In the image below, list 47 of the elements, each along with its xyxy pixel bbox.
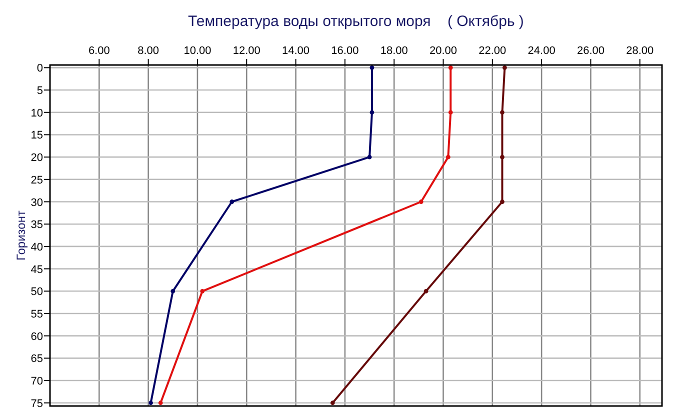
x-tick-label: 28.00	[626, 45, 654, 57]
point	[170, 288, 176, 294]
x-tick-label: 12.00	[232, 45, 260, 57]
point	[370, 110, 374, 115]
y-tick-label: 60	[30, 330, 43, 343]
point	[148, 400, 153, 406]
x-tick-label: 16.00	[331, 45, 359, 57]
chart-title: Температура воды открытого моря ( Октябрь )	[188, 13, 524, 30]
y-tick-label: 10	[30, 107, 43, 120]
point	[500, 200, 504, 204]
x-tick-label: 26.00	[576, 45, 604, 57]
x-tick-label: 24.00	[528, 45, 556, 57]
point	[502, 65, 507, 70]
x-tick-label: 22.00	[478, 45, 506, 57]
point	[330, 400, 335, 406]
x-tick-label: 20.00	[429, 45, 458, 57]
point	[367, 154, 372, 160]
y-tick-label: 45	[30, 264, 43, 276]
x-tick-label: 10.00	[184, 45, 212, 57]
point	[200, 288, 205, 294]
y-tick-label: 20	[30, 152, 43, 164]
y-tick-label: 40	[30, 241, 43, 254]
y-tick-label: 70	[30, 376, 43, 388]
point	[500, 110, 504, 115]
point	[500, 154, 504, 160]
point	[230, 200, 234, 204]
point	[424, 288, 428, 294]
point	[448, 65, 453, 70]
y-axis-title: Горизонт	[14, 210, 28, 260]
y-tick-label: 5	[36, 85, 43, 98]
x-tick-label: 6.00	[88, 45, 110, 57]
y-tick-label: 50	[30, 286, 43, 298]
y-tick-label: 15	[30, 130, 43, 142]
y-tick-label: 30	[30, 196, 43, 209]
point	[158, 400, 163, 406]
y-tick-label: 75	[30, 398, 43, 410]
point	[418, 200, 424, 204]
point	[446, 154, 450, 160]
y-tick-label: 35	[30, 219, 43, 232]
x-tick-label: 18.00	[380, 45, 408, 57]
point	[448, 110, 453, 115]
y-tick-label: 55	[30, 308, 43, 320]
x-tick-label: 8.00	[138, 45, 160, 57]
y-tick-label: 25	[30, 174, 43, 186]
y-tick-label: 65	[30, 353, 43, 366]
x-tick-label: 14.00	[282, 45, 310, 57]
y-tick-label: 0	[36, 62, 43, 75]
